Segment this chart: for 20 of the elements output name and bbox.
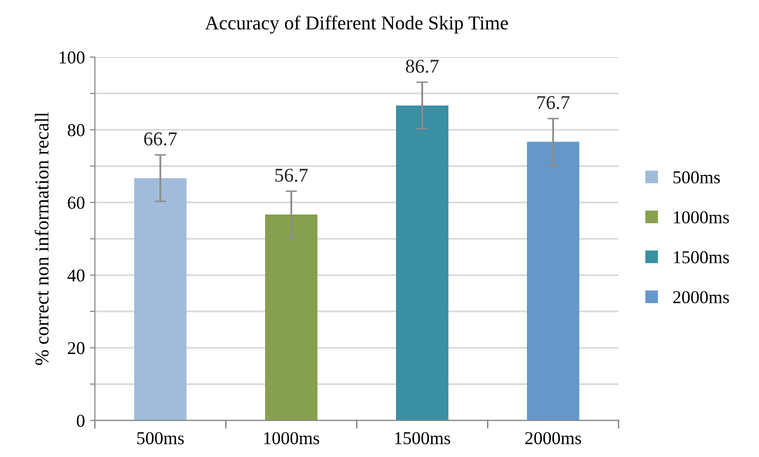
y-tick-label: 100 [60, 51, 84, 64]
y-tick-label: 80 [68, 124, 84, 136]
x-tick-label: 2000ms [525, 432, 582, 444]
y-tick-label: 40 [67, 269, 84, 282]
legend-label: 2000ms [673, 291, 729, 304]
y-tick-label: 60 [68, 196, 84, 209]
y-tick-label: 20 [68, 342, 84, 354]
x-tick-label: 1500ms [395, 432, 450, 444]
y-axis-title: % correct non information recall [34, 112, 49, 365]
data-label: 66.7 [144, 132, 177, 146]
data-label: 56.7 [275, 168, 308, 182]
legend-label: 1500ms [674, 251, 729, 264]
x-tick-label: 1000ms [264, 432, 320, 444]
legend-label: 1000ms [674, 211, 729, 224]
y-tick-label: 0 [76, 414, 84, 427]
data-label: 86.7 [406, 60, 439, 73]
legend-label: 500ms [673, 171, 720, 184]
x-tick-label: 500ms [137, 432, 184, 444]
data-label: 76.7 [537, 96, 570, 110]
chart-title: Accuracy of Different Node Skip Time [205, 16, 508, 34]
